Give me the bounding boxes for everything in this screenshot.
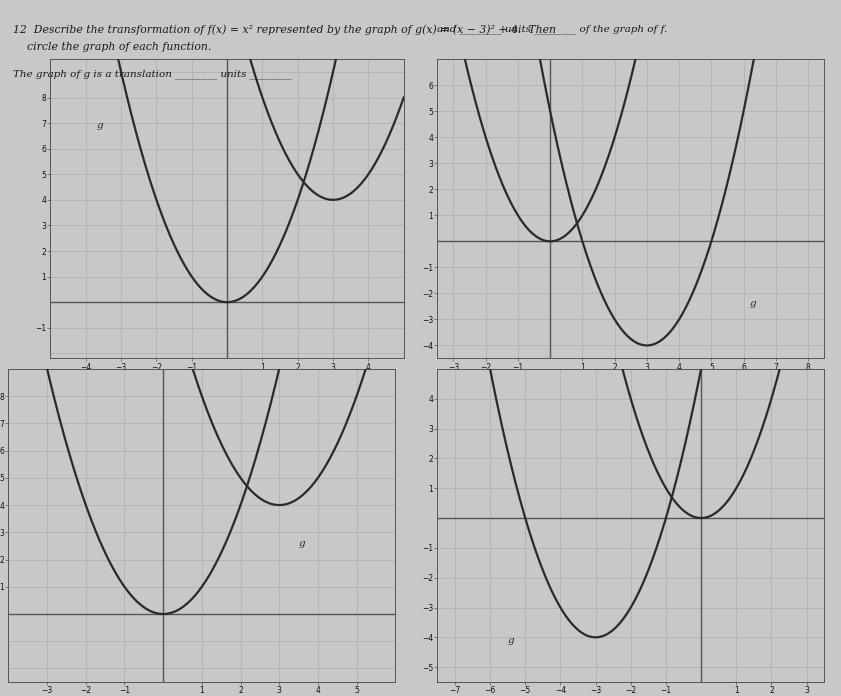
Text: g: g: [299, 539, 305, 548]
Text: g: g: [508, 636, 515, 645]
Text: circle the graph of each function.: circle the graph of each function.: [13, 42, 211, 52]
Text: g: g: [750, 299, 757, 308]
Text: g: g: [97, 121, 103, 130]
Text: and ________ units ________ of the graph of f.: and ________ units ________ of the graph…: [437, 24, 668, 34]
Text: 12  Describe the transformation of f(x) = x² represented by the graph of g(x) = : 12 Describe the transformation of f(x) =…: [13, 24, 556, 35]
Text: The graph of g is a translation ________ units ________: The graph of g is a translation ________…: [13, 70, 291, 79]
